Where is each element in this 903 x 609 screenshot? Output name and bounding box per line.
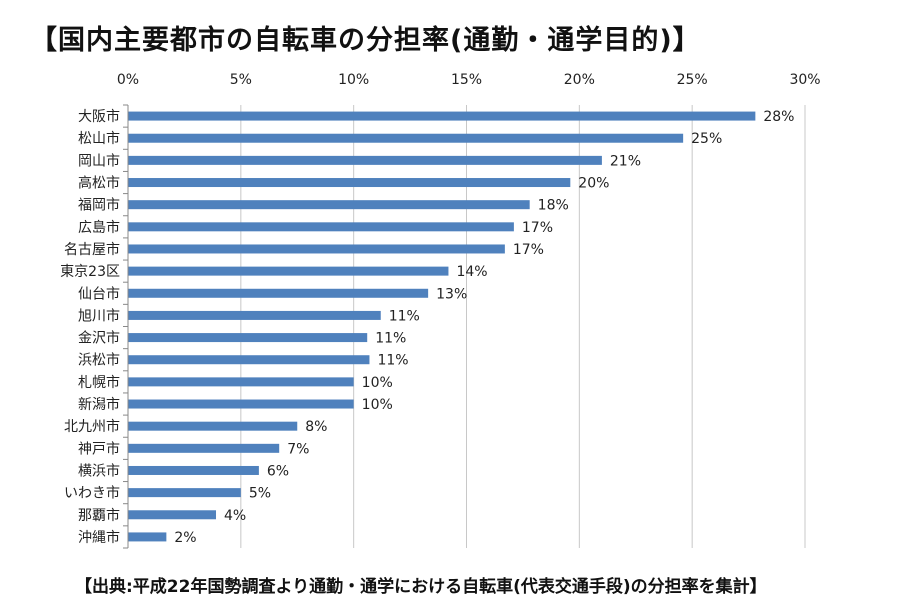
data-label: 14%: [456, 264, 487, 280]
data-label: 17%: [513, 242, 544, 258]
bar-17: [128, 488, 241, 498]
bar-5: [128, 222, 514, 232]
category-label: 旭川市: [78, 307, 120, 324]
category-label: 松山市: [78, 130, 120, 147]
category-label: 仙台市: [78, 285, 120, 302]
data-label: 2%: [174, 530, 196, 546]
category-label: 東京23区: [60, 264, 120, 280]
category-label: 浜松市: [78, 352, 120, 369]
bar-19: [128, 532, 167, 542]
bar-11: [128, 355, 370, 365]
data-label: 17%: [522, 220, 553, 236]
bar-15: [128, 443, 280, 453]
gridlines: [240, 105, 806, 548]
category-label: 札幌市: [78, 374, 120, 391]
data-label: 8%: [305, 419, 327, 435]
x-tick-label: 5%: [230, 72, 252, 88]
data-label: 28%: [763, 109, 794, 125]
x-tick-label: 15%: [451, 72, 482, 88]
category-label: 福岡市: [78, 197, 120, 214]
bar-16: [128, 465, 259, 475]
bar-10: [128, 333, 368, 343]
x-tick-label: 25%: [677, 72, 708, 88]
bar-1: [128, 133, 684, 143]
bar-9: [128, 310, 381, 320]
category-label: 神戸市: [78, 440, 120, 457]
x-tick-label: 10%: [338, 72, 369, 88]
bar-6: [128, 244, 505, 254]
category-label: 名古屋市: [64, 241, 120, 258]
bar-2: [128, 155, 602, 165]
data-label: 7%: [287, 441, 309, 457]
data-label: 10%: [362, 375, 393, 391]
category-label: 那覇市: [78, 507, 120, 524]
category-labels: 大阪市松山市岡山市高松市福岡市広島市名古屋市東京23区仙台市旭川市金沢市浜松市札…: [60, 104, 128, 549]
category-label: 新潟市: [78, 396, 120, 413]
bar-13: [128, 399, 354, 409]
bar-12: [128, 377, 354, 387]
x-tick-label: 30%: [789, 72, 820, 88]
bar-7: [128, 266, 449, 276]
bar-18: [128, 510, 217, 520]
category-label: 横浜市: [78, 462, 120, 479]
bars: [128, 111, 756, 542]
data-label: 20%: [578, 176, 609, 192]
category-label: 金沢市: [78, 330, 120, 347]
data-label: 10%: [362, 397, 393, 413]
x-tick-label: 20%: [564, 72, 595, 88]
x-tick-label: 0%: [117, 72, 139, 88]
bar-14: [128, 421, 298, 431]
data-labels: 28% 25% 21%20% 18% 17% 17% 14% 13% 11% 11% 11% 10% 1…: [174, 109, 794, 546]
category-label: 北九州市: [64, 418, 120, 435]
category-label: 高松市: [78, 175, 120, 192]
data-label: 13%: [436, 286, 467, 302]
bar-3: [128, 178, 571, 188]
chart-title: 【国内主要都市の自転車の分担率(通勤・通学目的)】: [30, 25, 701, 56]
category-label: 広島市: [78, 219, 120, 236]
category-label: 大阪市: [78, 108, 120, 125]
data-label: 4%: [224, 508, 246, 524]
x-axis-ticks: 0% 5% 10% 15% 20% 25% 30%: [117, 72, 821, 88]
category-label: いわき市: [64, 485, 120, 502]
data-label: 21%: [610, 153, 641, 169]
data-label: 11%: [375, 331, 406, 347]
data-label: 11%: [377, 353, 408, 369]
category-label: 沖縄市: [78, 529, 120, 546]
source-note: 【出典:平成22年国勢調査より通勤・通学における自転車(代表交通手段)の分担率を…: [75, 577, 767, 597]
data-label: 5%: [249, 486, 271, 502]
bar-8: [128, 288, 429, 298]
data-label: 6%: [267, 463, 289, 479]
bar-4: [128, 200, 530, 210]
data-label: 11%: [389, 308, 420, 324]
data-label: 18%: [538, 198, 569, 214]
category-label: 岡山市: [78, 152, 120, 169]
data-label: 25%: [691, 131, 722, 147]
bar-0: [128, 111, 756, 121]
